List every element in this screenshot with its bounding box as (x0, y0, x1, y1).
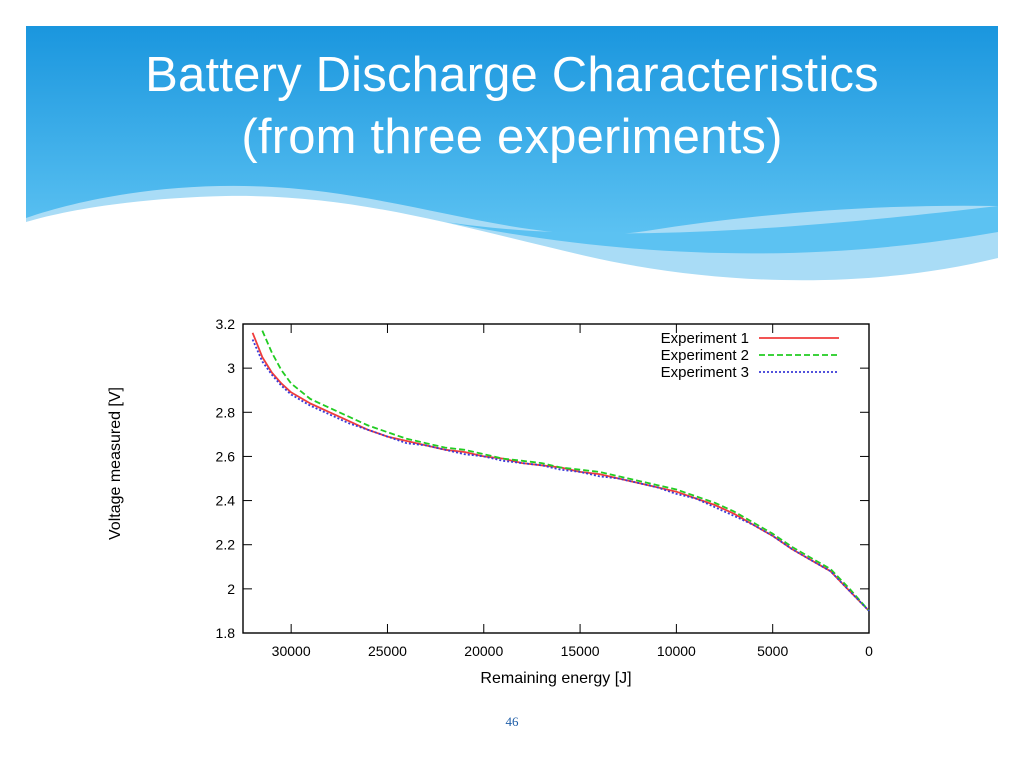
y-tick-label: 2.2 (216, 537, 236, 553)
legend-label-experiment-2: Experiment 2 (661, 347, 749, 364)
header-main-band (26, 26, 998, 235)
x-tick-label: 0 (865, 643, 873, 659)
series-line-experiment-3 (251, 339, 870, 612)
y-tick-label: 1.8 (216, 625, 236, 641)
x-tick-label: 15000 (561, 643, 600, 659)
y-tick-label: 2.6 (216, 448, 236, 464)
x-tick-label: 10000 (657, 643, 696, 659)
plot-frame (242, 323, 870, 634)
page-number: 46 (505, 714, 519, 729)
y-tick-label: 2 (227, 581, 235, 597)
x-tick-label: 5000 (757, 643, 788, 659)
slide-title: Battery Discharge Characteristics (from … (26, 44, 998, 168)
header-wave-shape (26, 26, 998, 281)
x-axis-title: Remaining energy [J] (480, 670, 631, 687)
legend-label-experiment-3: Experiment 3 (661, 364, 749, 381)
x-tick-label: 20000 (464, 643, 503, 659)
y-tick-label: 3.2 (216, 316, 236, 332)
legend-label-experiment-1: Experiment 1 (661, 330, 749, 347)
slide-title-line-1: Battery Discharge Characteristics (145, 48, 879, 102)
chart-svg: 1.8 2 2.2 2.4 2.6 2.8 3 3.2 30000 25000 20000 15000… (107, 316, 873, 687)
y-tick-label: 2.4 (216, 493, 236, 509)
x-tick-label: 30000 (272, 643, 311, 659)
header-highlight-wave (446, 206, 998, 254)
series-line-experiment-2 (261, 330, 870, 612)
series-line-experiment-1 (251, 332, 870, 612)
y-tick-label: 3 (227, 360, 235, 376)
x-tick-label: 25000 (368, 643, 407, 659)
discharge-chart: 1.8 2 2.2 2.4 2.6 2.8 3 3.2 30000 25000 20000 15000… (90, 300, 890, 700)
slide-title-line-2: (from three experiments) (241, 110, 783, 164)
y-axis-title: Voltage measured [V] (107, 387, 124, 540)
y-tick-label: 2.8 (216, 404, 236, 420)
slide-header-banner (26, 26, 998, 286)
